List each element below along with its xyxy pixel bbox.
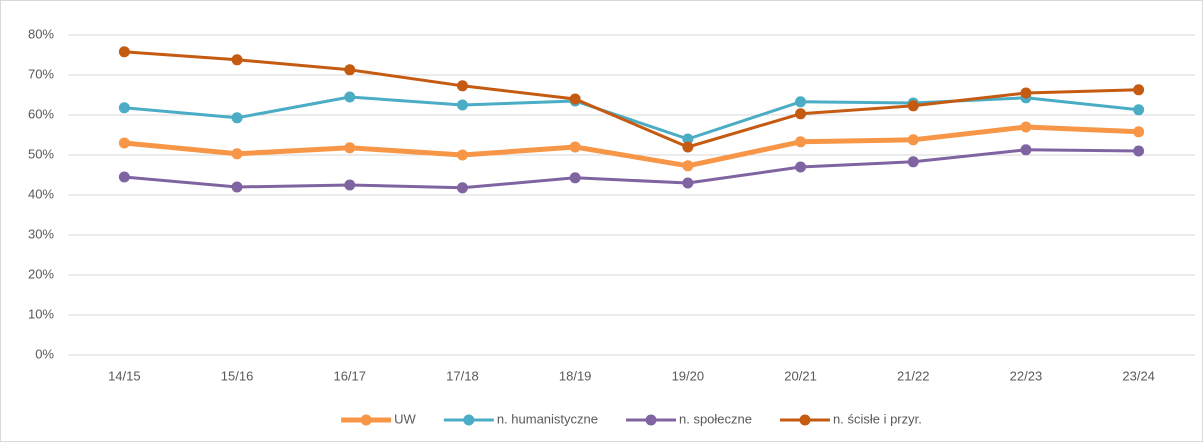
x-tick-label: 23/24 xyxy=(1122,368,1155,383)
x-tick-label: 21/22 xyxy=(897,368,930,383)
data-point xyxy=(907,134,919,146)
data-point xyxy=(231,54,243,66)
data-point xyxy=(456,182,468,194)
data-point xyxy=(1133,126,1145,138)
data-point xyxy=(682,177,694,189)
data-point xyxy=(118,137,130,149)
legend-item: UW xyxy=(341,411,417,426)
y-tick-label: 20% xyxy=(28,266,54,281)
data-point xyxy=(1020,87,1032,99)
data-point xyxy=(231,112,243,124)
legend-item: n. humanistyczne xyxy=(443,411,598,426)
x-tick-label: 22/23 xyxy=(1010,368,1043,383)
data-point xyxy=(682,141,694,153)
data-point xyxy=(569,172,581,184)
data-point xyxy=(456,149,468,161)
legend-label: n. ścisłe i przyr. xyxy=(833,411,922,426)
data-point xyxy=(344,179,356,191)
data-point xyxy=(907,100,919,112)
data-point xyxy=(1133,84,1145,96)
data-point xyxy=(231,181,243,193)
data-point xyxy=(456,99,468,111)
legend-item: n. ścisłe i przyr. xyxy=(779,411,922,426)
data-point xyxy=(344,142,356,154)
y-tick-label: 10% xyxy=(28,306,54,321)
x-tick-label: 20/21 xyxy=(784,368,817,383)
x-tick-label: 18/19 xyxy=(559,368,592,383)
data-point xyxy=(456,80,468,92)
y-tick-label: 70% xyxy=(28,66,54,81)
legend-marker xyxy=(799,414,811,426)
data-point xyxy=(1133,104,1145,116)
y-tick-label: 80% xyxy=(28,26,54,41)
data-point xyxy=(907,156,919,168)
data-point xyxy=(1020,144,1032,156)
data-point xyxy=(682,160,694,172)
y-tick-label: 40% xyxy=(28,186,54,201)
x-tick-label: 14/15 xyxy=(108,368,141,383)
legend-marker xyxy=(360,414,372,426)
y-tick-label: 0% xyxy=(35,346,54,361)
data-point xyxy=(231,148,243,160)
data-point xyxy=(344,64,356,76)
data-point xyxy=(569,93,581,105)
legend: UW n. humanistyczne n. społeczne n. ścisłe … xyxy=(341,411,922,426)
legend-label: n. humanistyczne xyxy=(497,411,598,426)
x-tick-label: 19/20 xyxy=(672,368,705,383)
data-point xyxy=(118,171,130,183)
y-tick-label: 30% xyxy=(28,226,54,241)
legend-marker xyxy=(645,414,657,426)
legend-label: UW xyxy=(394,411,416,426)
y-tick-label: 60% xyxy=(28,106,54,121)
data-point xyxy=(1020,121,1032,133)
legend-marker xyxy=(463,414,475,426)
data-point xyxy=(118,46,130,58)
data-point xyxy=(1133,145,1145,157)
data-point xyxy=(344,91,356,103)
data-point xyxy=(795,108,807,120)
series-line xyxy=(124,124,1139,169)
data-point xyxy=(118,102,130,114)
series-line xyxy=(124,148,1139,190)
series-line xyxy=(124,50,1139,149)
x-tick-label: 16/17 xyxy=(333,368,366,383)
data-point xyxy=(795,96,807,108)
y-tick-label: 50% xyxy=(28,146,54,161)
legend-item: n. społeczne xyxy=(625,411,752,426)
data-point xyxy=(682,133,694,145)
x-tick-label: 17/18 xyxy=(446,368,479,383)
data-point xyxy=(795,136,807,148)
data-point xyxy=(795,161,807,173)
data-point xyxy=(569,141,581,153)
legend-label: n. społeczne xyxy=(679,411,752,426)
x-tick-label: 15/16 xyxy=(221,368,254,383)
